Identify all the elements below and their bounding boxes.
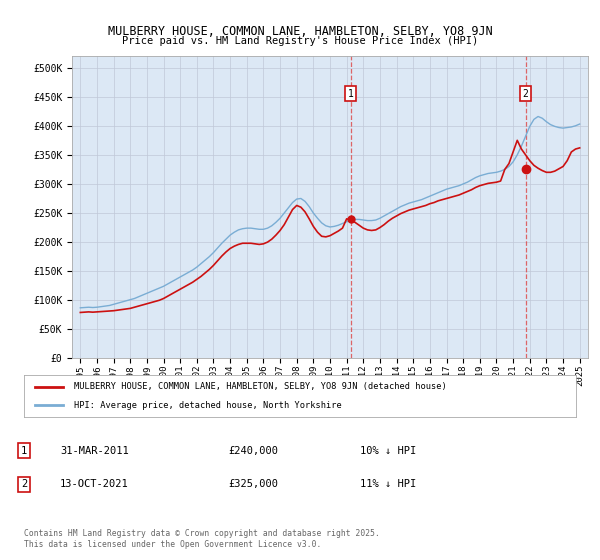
Text: 13-OCT-2021: 13-OCT-2021 — [60, 479, 129, 489]
Text: 11% ↓ HPI: 11% ↓ HPI — [360, 479, 416, 489]
Text: 31-MAR-2011: 31-MAR-2011 — [60, 446, 129, 456]
Text: HPI: Average price, detached house, North Yorkshire: HPI: Average price, detached house, Nort… — [74, 401, 341, 410]
Text: 1: 1 — [21, 446, 27, 456]
Text: £240,000: £240,000 — [228, 446, 278, 456]
Text: 2: 2 — [21, 479, 27, 489]
Text: 1: 1 — [348, 89, 354, 99]
Text: Contains HM Land Registry data © Crown copyright and database right 2025.
This d: Contains HM Land Registry data © Crown c… — [24, 529, 380, 549]
Text: Price paid vs. HM Land Registry's House Price Index (HPI): Price paid vs. HM Land Registry's House … — [122, 36, 478, 46]
Text: £325,000: £325,000 — [228, 479, 278, 489]
Text: 10% ↓ HPI: 10% ↓ HPI — [360, 446, 416, 456]
Text: 2: 2 — [523, 89, 529, 99]
Text: MULBERRY HOUSE, COMMON LANE, HAMBLETON, SELBY, YO8 9JN (detached house): MULBERRY HOUSE, COMMON LANE, HAMBLETON, … — [74, 382, 446, 391]
Text: MULBERRY HOUSE, COMMON LANE, HAMBLETON, SELBY, YO8 9JN: MULBERRY HOUSE, COMMON LANE, HAMBLETON, … — [107, 25, 493, 38]
